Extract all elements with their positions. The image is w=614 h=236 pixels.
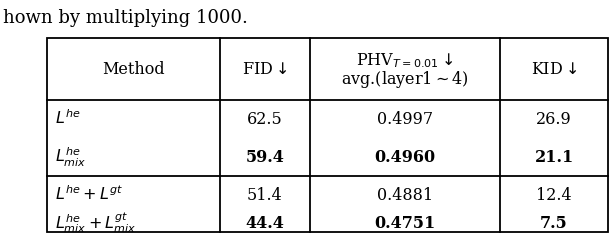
Text: PHV$_{T=0.01}$$\downarrow$: PHV$_{T=0.01}$$\downarrow$ (356, 52, 454, 70)
Text: $L^{he}$: $L^{he}$ (55, 110, 80, 128)
Text: $L^{he}_{mix} + L^{gt}_{mix}$: $L^{he}_{mix} + L^{gt}_{mix}$ (55, 211, 136, 236)
Text: 0.4751: 0.4751 (375, 215, 435, 232)
Text: FID$\downarrow$: FID$\downarrow$ (243, 60, 288, 77)
Text: 0.4997: 0.4997 (377, 110, 433, 127)
Text: Method: Method (102, 60, 165, 77)
Text: 59.4: 59.4 (246, 148, 284, 165)
Bar (47, 38, 608, 232)
Text: avg.(layer1$\sim$4): avg.(layer1$\sim$4) (341, 69, 469, 90)
Text: 7.5: 7.5 (540, 215, 568, 232)
Text: 51.4: 51.4 (247, 186, 283, 203)
Text: 26.9: 26.9 (536, 110, 572, 127)
Text: 12.4: 12.4 (536, 186, 572, 203)
Text: 0.4960: 0.4960 (375, 148, 435, 165)
Text: 21.1: 21.1 (534, 148, 573, 165)
Text: hown by multiplying 1000.: hown by multiplying 1000. (3, 9, 248, 27)
Text: 44.4: 44.4 (246, 215, 284, 232)
Text: 0.4881: 0.4881 (377, 186, 433, 203)
Text: $L^{he}_{mix}$: $L^{he}_{mix}$ (55, 145, 87, 169)
Text: KID$\downarrow$: KID$\downarrow$ (531, 60, 577, 77)
Text: $L^{he} + L^{gt}$: $L^{he} + L^{gt}$ (55, 186, 123, 204)
Text: 62.5: 62.5 (247, 110, 283, 127)
